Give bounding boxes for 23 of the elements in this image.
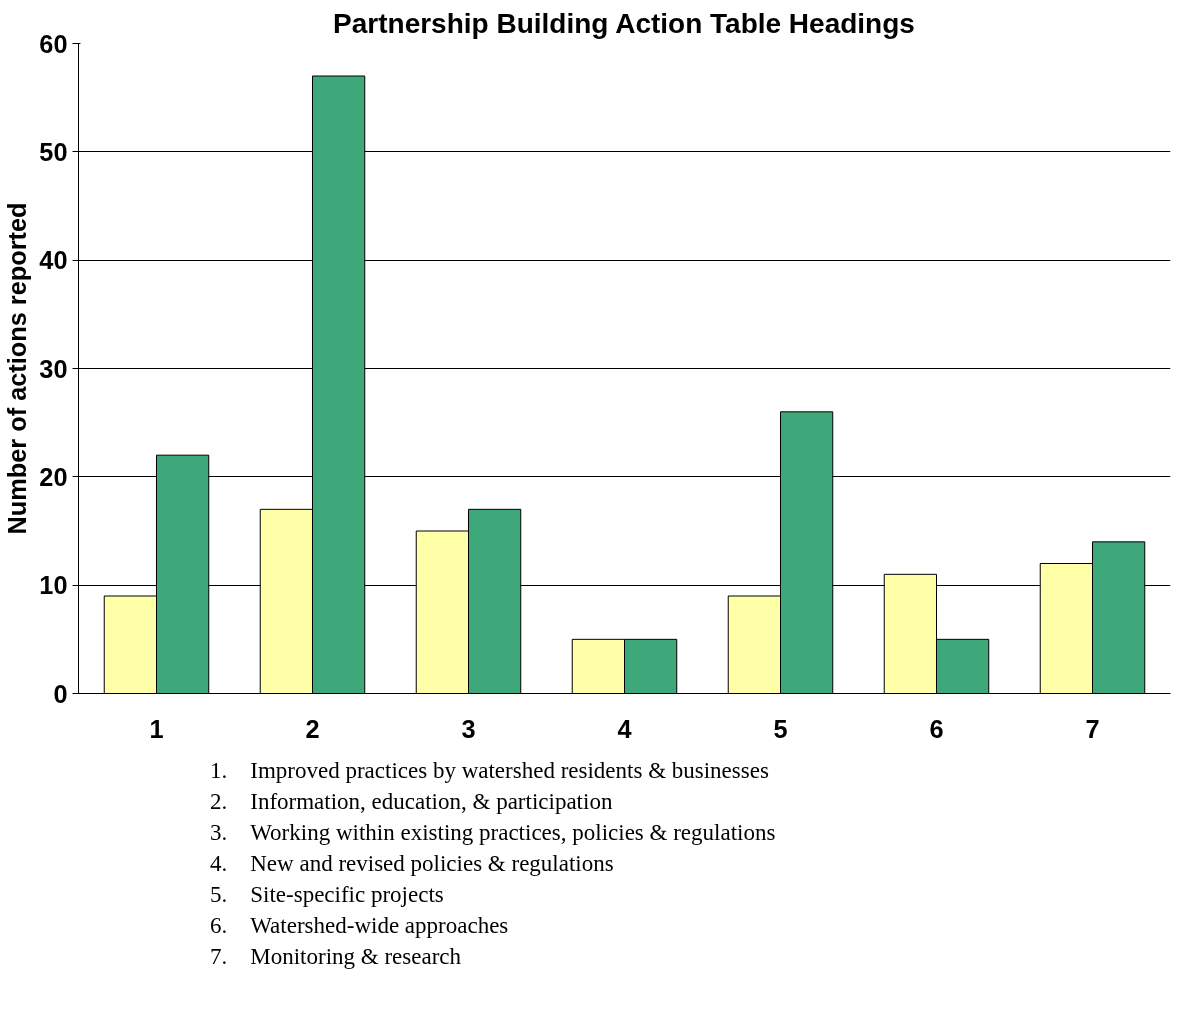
text: 1. Improved practices by watershed residents & businesses: [210, 757, 770, 785]
x-tick-label: 7: [1085, 714, 1100, 743]
x-tick-label: 5: [773, 714, 788, 743]
y-tick-label: 0: [53, 679, 68, 708]
chart-title: Partnership Building Action Table Headings: [333, 7, 915, 39]
y-tick-label: 10: [39, 571, 68, 600]
text: 5. Site-specific projects: [210, 881, 445, 909]
y-tick-label: 30: [39, 354, 68, 383]
x-tick-label: 2: [305, 714, 320, 743]
y-tick-label: 20: [39, 462, 68, 491]
y-tick-label: 50: [39, 137, 68, 166]
text: 2. Information, education, & participation: [210, 788, 614, 816]
text: 7. Monitoring & research: [210, 943, 463, 971]
text: 4. New and revised policies & regulations: [210, 850, 615, 878]
y-tick-label: 40: [39, 246, 68, 275]
y-tick-label: 60: [39, 29, 68, 58]
text: 6. Watershed-wide approaches: [210, 912, 510, 940]
x-tick-label: 3: [461, 714, 476, 743]
text: 3. Working within existing practices, policies & regulations: [210, 819, 776, 847]
x-tick-label: 1: [149, 714, 164, 743]
x-tick-label: 4: [617, 714, 632, 743]
x-tick-label: 6: [929, 714, 944, 743]
y-axis-title: Number of actions reported: [3, 202, 32, 535]
